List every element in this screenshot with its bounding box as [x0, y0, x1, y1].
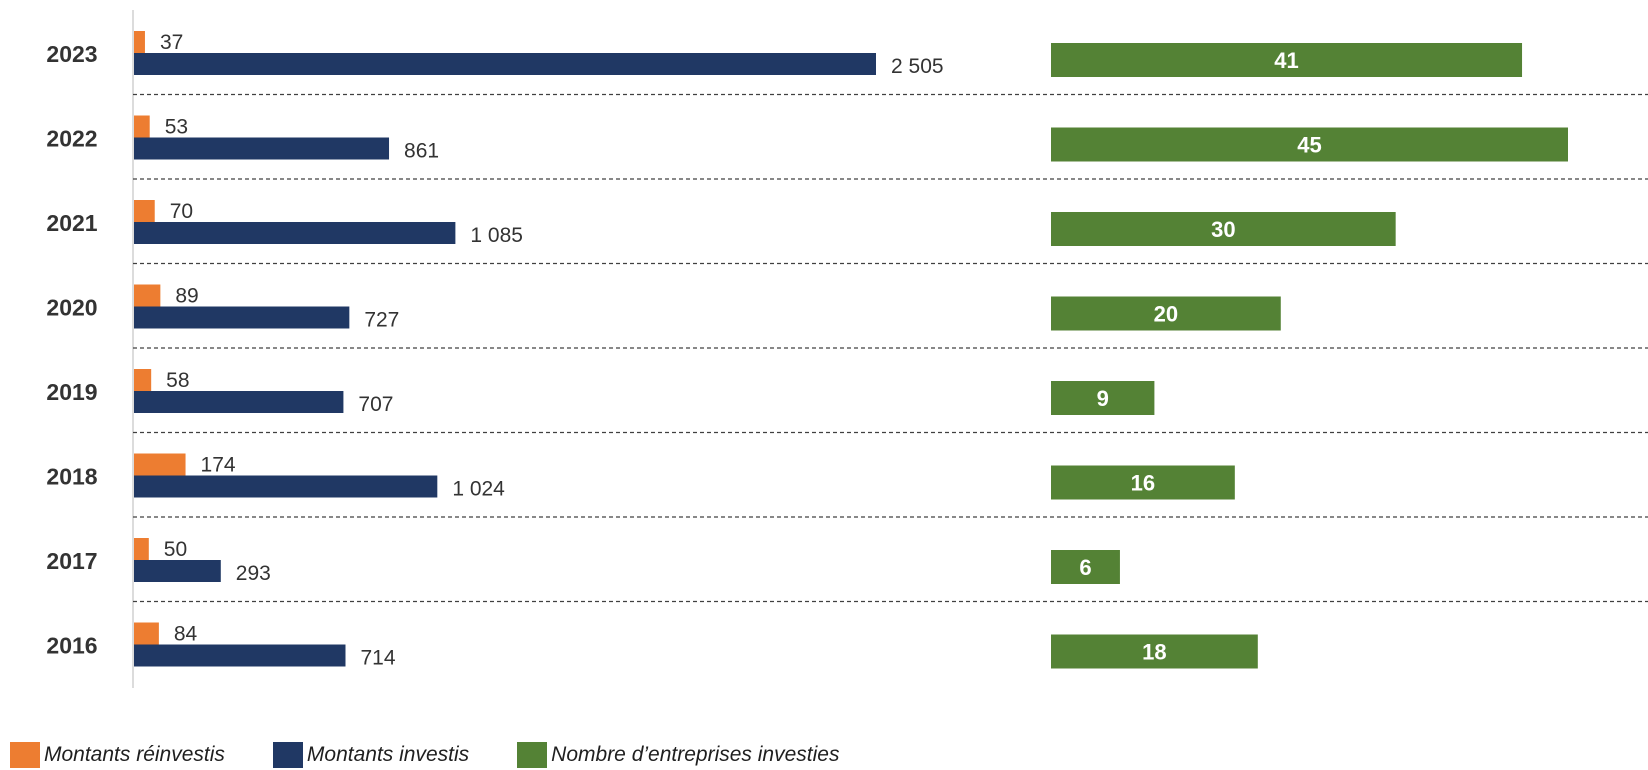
label-entreprises: 6 — [1079, 555, 1091, 580]
label-reinvestis: 84 — [174, 623, 198, 646]
bar-entreprises — [1051, 634, 1258, 669]
label-reinvestis: 70 — [170, 200, 193, 223]
legend-swatch-reinvestis — [10, 742, 40, 768]
category-label: 2020 — [46, 295, 97, 321]
bar-entreprises — [1051, 465, 1235, 500]
label-entreprises: 45 — [1297, 133, 1321, 158]
bar-entreprises — [1051, 550, 1120, 584]
category-label: 2018 — [46, 464, 97, 490]
bar-investis — [134, 560, 221, 582]
legend: Montants réinvestis Montants investis No… — [10, 740, 887, 770]
category-label: 2022 — [46, 126, 97, 152]
bar-investis — [134, 137, 390, 160]
label-reinvestis: 174 — [201, 454, 236, 477]
bar-reinvestis — [134, 115, 150, 138]
legend-label-reinvestis: Montants réinvestis — [44, 743, 225, 766]
bar-reinvestis — [134, 369, 152, 391]
category-label: 2017 — [46, 548, 97, 574]
label-reinvestis: 89 — [175, 285, 198, 308]
legend-swatch-entreprises — [517, 742, 548, 768]
bar-reinvestis — [134, 31, 145, 53]
label-investis: 861 — [404, 140, 439, 163]
legend-label-entreprises: Nombre d’entreprises investies — [551, 743, 840, 766]
label-reinvestis: 50 — [164, 538, 187, 561]
bar-investis — [134, 53, 876, 75]
label-investis: 1 024 — [452, 478, 505, 501]
bar-entreprises — [1051, 127, 1568, 162]
bar-entreprises — [1051, 43, 1523, 77]
legend-item-investis: Montants investis — [272, 742, 470, 768]
category-label: 2023 — [46, 41, 97, 67]
label-reinvestis: 53 — [165, 116, 188, 139]
label-entreprises: 30 — [1211, 217, 1235, 242]
category-label: 2019 — [46, 379, 97, 405]
legend-item-entreprises: Nombre d’entreprises investies — [517, 742, 839, 768]
bar-investis — [134, 222, 456, 244]
bar-reinvestis — [134, 453, 186, 476]
label-investis: 2 505 — [891, 55, 944, 78]
label-investis: 1 085 — [470, 224, 523, 247]
legend-label-investis: Montants investis — [306, 743, 470, 766]
bar-investis — [134, 644, 346, 667]
bar-investis — [134, 475, 438, 498]
bar-entreprises — [1051, 212, 1396, 246]
label-investis: 727 — [364, 309, 399, 332]
legend-item-reinvestis: Montants réinvestis — [10, 742, 225, 768]
bar-investis — [134, 391, 344, 413]
label-entreprises: 16 — [1131, 471, 1155, 496]
label-reinvestis: 37 — [160, 31, 183, 54]
bar-reinvestis — [134, 200, 155, 222]
legend-swatch-investis — [272, 742, 303, 768]
category-label: 2021 — [46, 210, 97, 236]
label-entreprises: 18 — [1142, 640, 1166, 665]
label-entreprises: 41 — [1274, 48, 1298, 73]
label-entreprises: 9 — [1097, 386, 1109, 411]
category-label: 2016 — [46, 633, 97, 659]
bar-reinvestis — [134, 538, 149, 560]
label-investis: 707 — [358, 393, 393, 416]
label-investis: 714 — [360, 647, 395, 670]
label-investis: 293 — [236, 562, 271, 585]
bar-entreprises — [1051, 381, 1155, 415]
label-reinvestis: 58 — [166, 369, 189, 392]
bar-reinvestis — [134, 284, 161, 307]
label-entreprises: 20 — [1154, 302, 1178, 327]
bar-reinvestis — [134, 622, 159, 645]
bar-entreprises — [1051, 296, 1281, 331]
bar-investis — [134, 306, 350, 329]
